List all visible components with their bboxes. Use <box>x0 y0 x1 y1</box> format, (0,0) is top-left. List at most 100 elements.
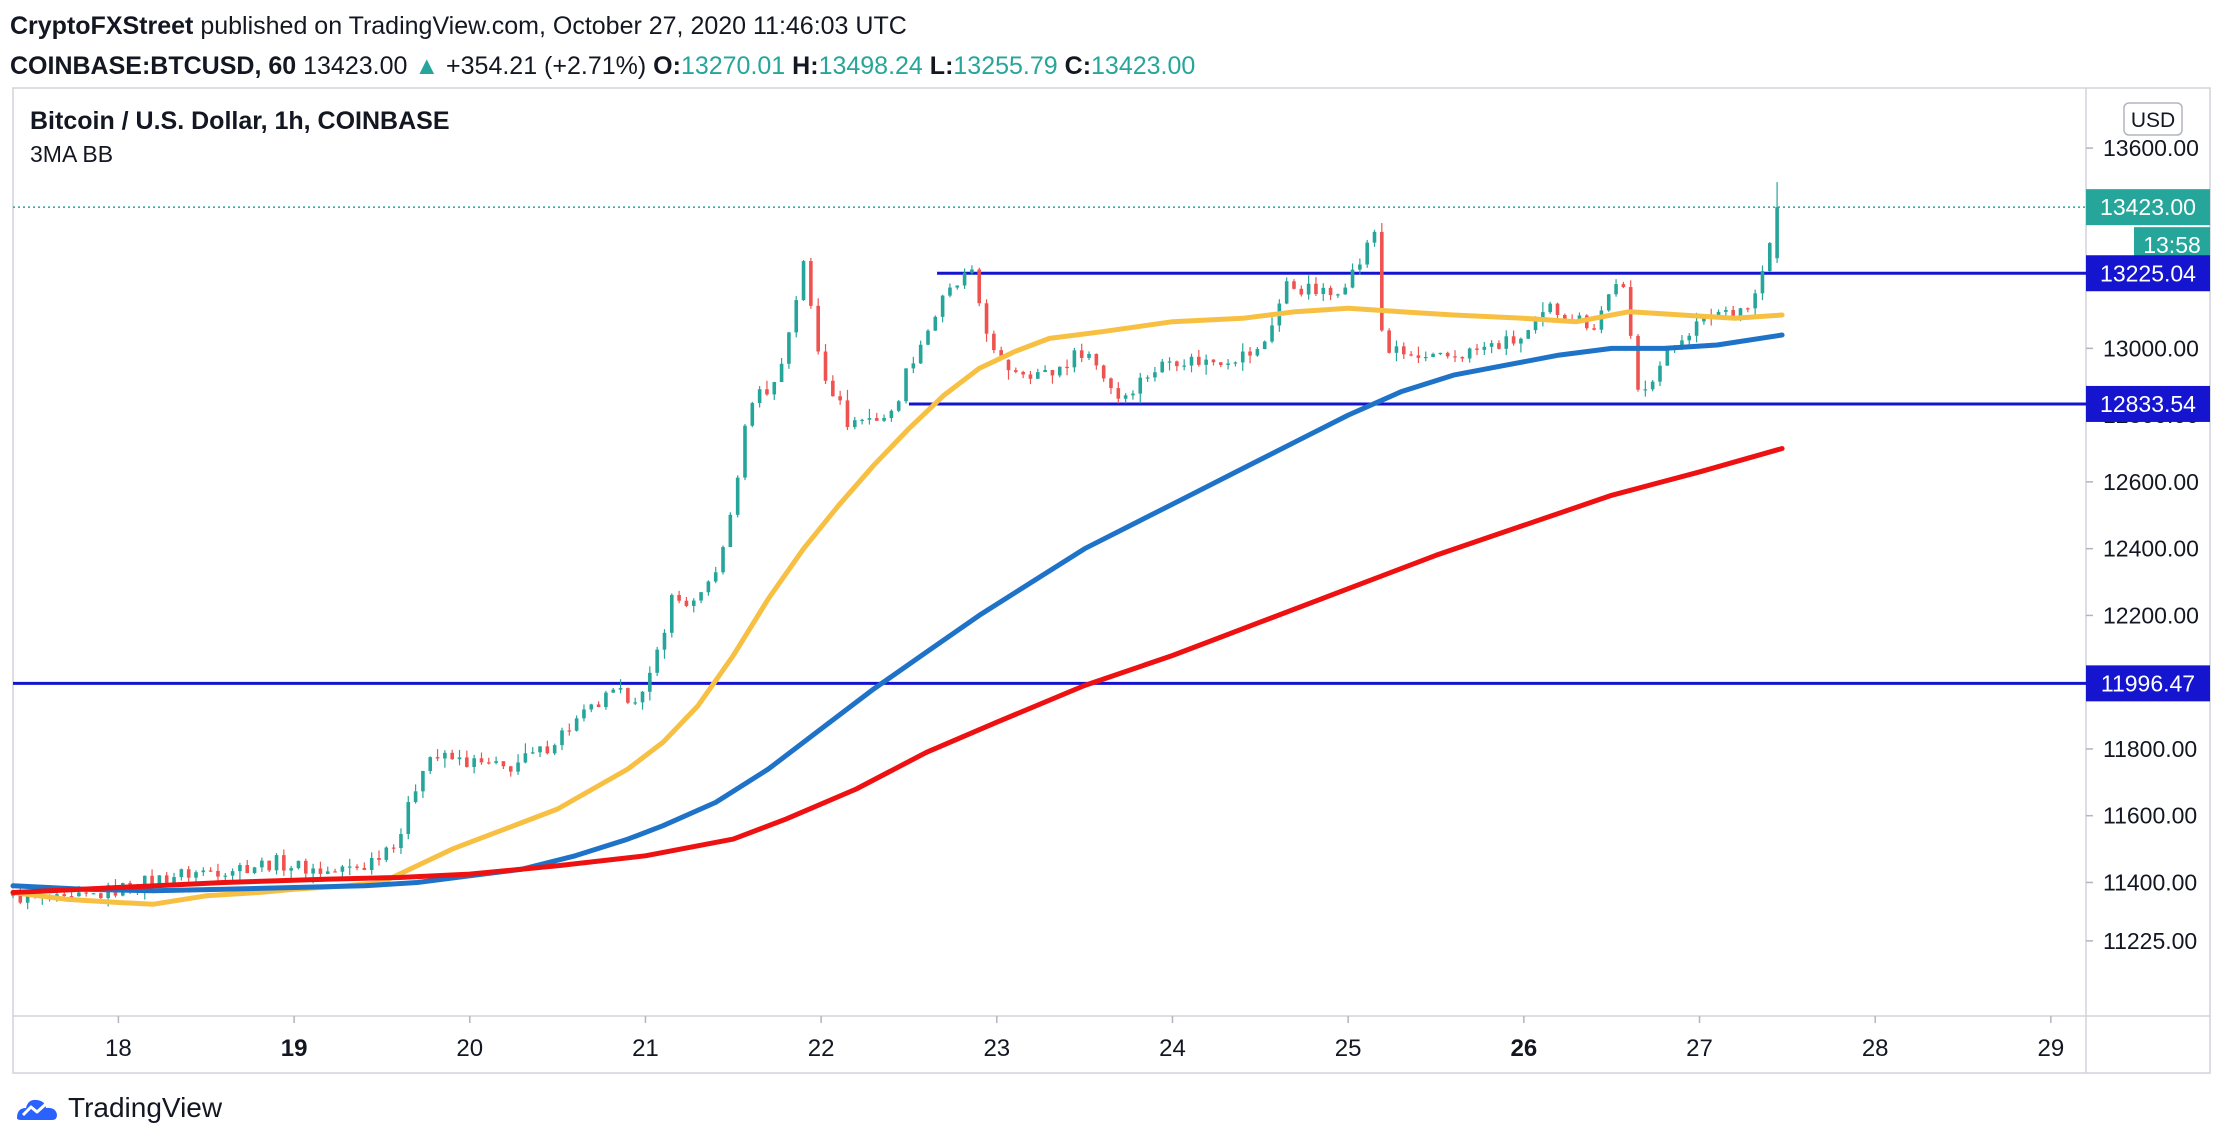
close-value: 13423.00 <box>1091 52 1196 80</box>
candle-body <box>18 891 23 903</box>
candle-body <box>589 704 594 710</box>
candle-body <box>882 418 886 421</box>
candle-body <box>1760 271 1765 294</box>
candle-body <box>1636 335 1640 390</box>
candle-body <box>552 745 557 754</box>
change-arrow-icon: ▲ <box>414 52 440 80</box>
candle-body <box>1197 356 1201 365</box>
candle-body <box>940 295 945 317</box>
candle-body <box>457 757 462 760</box>
symbol-label[interactable]: COINBASE:BTCUSD, 60 <box>10 52 297 80</box>
publish-line: CryptoFXStreet published on TradingView.… <box>10 6 2210 46</box>
ma_slow-line <box>10 446 1785 895</box>
time-tick-label: 23 <box>983 1035 1010 1062</box>
candle-body <box>1401 346 1406 355</box>
candle-body <box>1138 377 1143 394</box>
candle-body <box>1467 348 1472 359</box>
candle-body <box>435 757 440 759</box>
candle-body <box>245 865 250 874</box>
price-tick-label: 11800.00 <box>2103 736 2197 762</box>
publisher-name[interactable]: CryptoFXStreet <box>10 12 194 40</box>
candle-body <box>347 866 352 868</box>
candle-body <box>1738 308 1743 316</box>
candle-body <box>699 592 703 601</box>
chart-border <box>12 87 2211 1074</box>
candle-body <box>208 870 213 872</box>
candle-body <box>303 860 308 874</box>
candle-body <box>1065 366 1069 369</box>
candle-body <box>735 477 740 515</box>
candle-body <box>1511 336 1516 344</box>
time-tick-label: 18 <box>105 1035 132 1062</box>
candle-body <box>450 752 454 760</box>
candle-body <box>1189 356 1194 366</box>
level-price-tag-label: 12833.54 <box>2100 391 2196 417</box>
candle-body <box>311 868 315 874</box>
candle-body <box>1226 363 1230 365</box>
currency-button[interactable] <box>2123 102 2183 136</box>
candle-body <box>648 672 652 692</box>
candle-body <box>157 875 162 886</box>
candle-body <box>1592 328 1596 330</box>
candle-body <box>172 877 176 883</box>
time-axis[interactable]: 18 19 20 21 22 23 24 25 26 27 28 29 <box>105 1016 2064 1062</box>
candle-body <box>1284 281 1289 304</box>
candle-body <box>713 572 718 582</box>
candle-body <box>1350 269 1355 288</box>
currency-label: USD <box>2131 109 2175 132</box>
candle-body <box>289 868 293 871</box>
candle-body <box>574 718 579 731</box>
candle-body <box>1233 362 1238 364</box>
candle-body <box>992 333 996 351</box>
candle-body <box>721 547 725 573</box>
candle-body <box>69 896 74 898</box>
candle-body <box>1014 370 1018 372</box>
candle-body <box>1680 340 1684 347</box>
candle-body <box>1299 288 1304 295</box>
candle-body <box>582 709 586 719</box>
candle-body <box>252 867 257 874</box>
candle-body <box>743 425 747 478</box>
candle-body <box>1116 388 1121 399</box>
candle-body <box>1094 353 1099 366</box>
candle-body <box>84 892 88 894</box>
candle-body <box>77 892 81 897</box>
candle-body <box>494 761 498 763</box>
candle-body <box>421 770 425 792</box>
candle-body <box>516 762 520 772</box>
low-value: 13255.79 <box>953 52 1058 80</box>
candle-body <box>1270 325 1274 342</box>
candle-body <box>91 893 96 895</box>
open-value: 13270.01 <box>680 52 786 80</box>
price-tick-label: 13600.00 <box>2103 135 2199 161</box>
level-price-tag <box>2086 255 2210 292</box>
candle-body <box>677 594 681 601</box>
price-axis[interactable]: 13600.0013000.0012800.0012600.0012400.00… <box>2086 135 2199 954</box>
tradingview-logo[interactable]: TradingView <box>14 1092 222 1124</box>
candle-body <box>1621 284 1626 288</box>
candle-body <box>1123 395 1128 399</box>
candle-body <box>1387 330 1391 353</box>
candle-body <box>538 746 542 753</box>
candle-body <box>428 757 433 771</box>
candle-body <box>1358 264 1362 270</box>
ohlc-line: COINBASE:BTCUSD, 60 13423.00 ▲ +354.21 (… <box>10 46 2210 86</box>
candle-body <box>1563 314 1567 321</box>
candle-body <box>62 894 67 897</box>
candle-body <box>948 287 952 296</box>
level-price-tag <box>2086 665 2210 702</box>
candle-body <box>1453 356 1457 358</box>
candle-body <box>1006 359 1011 371</box>
candle-body <box>238 865 242 872</box>
candle-body <box>523 753 528 763</box>
horizontal-levels <box>13 271 2086 685</box>
candle-body <box>831 380 835 397</box>
candles <box>11 182 1779 910</box>
candle-body <box>1131 393 1135 396</box>
candle-body <box>1372 231 1377 243</box>
candle-body <box>1482 346 1487 350</box>
candle-body <box>596 704 601 708</box>
candle-body <box>794 300 799 333</box>
candle-body <box>142 875 147 891</box>
